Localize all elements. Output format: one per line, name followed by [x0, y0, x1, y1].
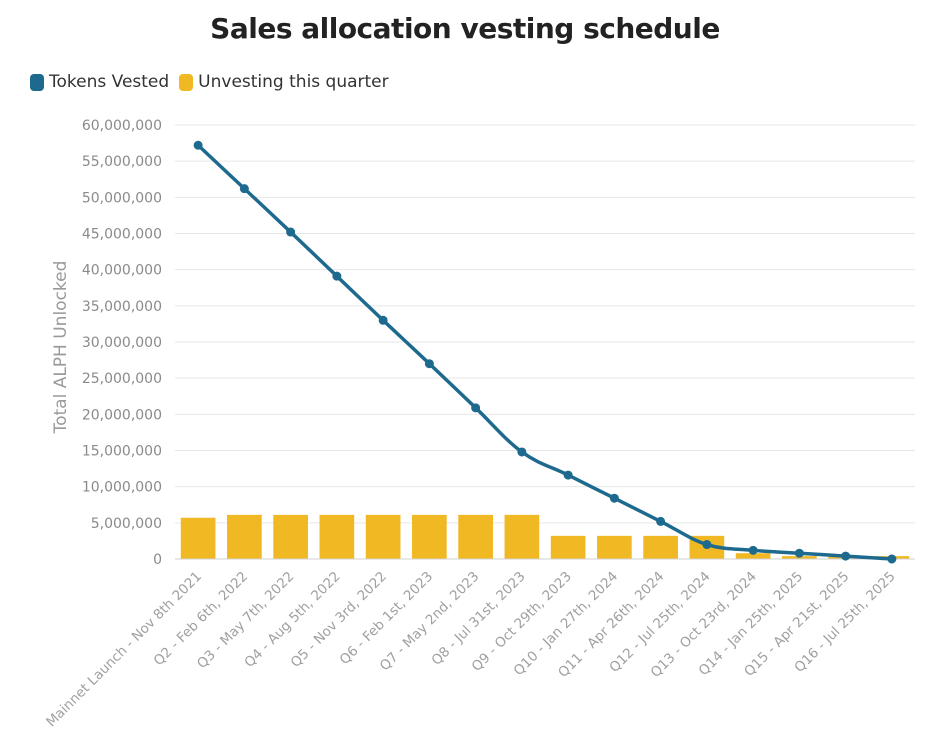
bar[interactable] [504, 514, 540, 559]
legend-item-tokens-vested[interactable]: Tokens Vested [30, 72, 169, 92]
y-tick-label: 15,000,000 [82, 444, 162, 460]
line-point[interactable] [286, 227, 296, 237]
legend-swatch-line [30, 73, 44, 91]
line-point[interactable] [794, 548, 804, 558]
y-tick-label: 55,000,000 [82, 154, 162, 170]
bar[interactable] [458, 514, 493, 559]
y-tick-label: 60,000,000 [82, 118, 162, 134]
series-line-tokens-vested [196, 143, 892, 561]
legend-item-unvesting[interactable]: Unvesting this quarter [179, 72, 389, 92]
bar[interactable] [273, 514, 308, 559]
line-point[interactable] [563, 470, 573, 480]
bar[interactable] [412, 514, 447, 559]
y-tick-label: 45,000,000 [82, 227, 162, 243]
bar[interactable] [597, 535, 632, 559]
y-tick-label: 50,000,000 [82, 190, 162, 206]
line-point[interactable] [424, 359, 434, 369]
bar[interactable] [735, 553, 771, 559]
line-point[interactable] [609, 493, 619, 503]
line-point[interactable] [378, 315, 388, 325]
y-tick-label: 5,000,000 [91, 516, 162, 532]
legend: Tokens Vested Unvesting this quarter [30, 72, 399, 92]
line-point[interactable] [702, 540, 712, 550]
line-point[interactable] [748, 545, 758, 555]
y-tick-label: 25,000,000 [82, 371, 162, 387]
y-tick-label: 40,000,000 [82, 263, 162, 279]
y-tick-label: 35,000,000 [82, 299, 162, 315]
line-point[interactable] [517, 447, 527, 457]
y-tick-label: 20,000,000 [82, 407, 162, 423]
bar[interactable] [319, 514, 355, 559]
bar[interactable] [227, 514, 262, 559]
line-point[interactable] [471, 403, 481, 413]
bar[interactable] [643, 535, 678, 559]
y-tick-label: 10,000,000 [82, 480, 162, 496]
line-point[interactable] [841, 551, 851, 561]
legend-label: Unvesting this quarter [198, 72, 389, 92]
bar[interactable] [550, 535, 586, 559]
legend-swatch-bar [179, 73, 194, 91]
line-point[interactable] [193, 140, 203, 150]
y-tick-label: 0 [153, 552, 162, 568]
bar[interactable] [180, 517, 216, 559]
y-axis-label: Total ALPH Unlocked [51, 261, 71, 435]
y-tick-label: 30,000,000 [82, 335, 162, 351]
legend-label: Tokens Vested [49, 72, 170, 92]
line-point[interactable] [332, 271, 342, 281]
chart-title: Sales allocation vesting schedule [210, 12, 720, 45]
line-point[interactable] [656, 516, 666, 526]
bar[interactable] [365, 514, 401, 559]
line-point[interactable] [887, 554, 897, 564]
line-point[interactable] [239, 184, 249, 194]
